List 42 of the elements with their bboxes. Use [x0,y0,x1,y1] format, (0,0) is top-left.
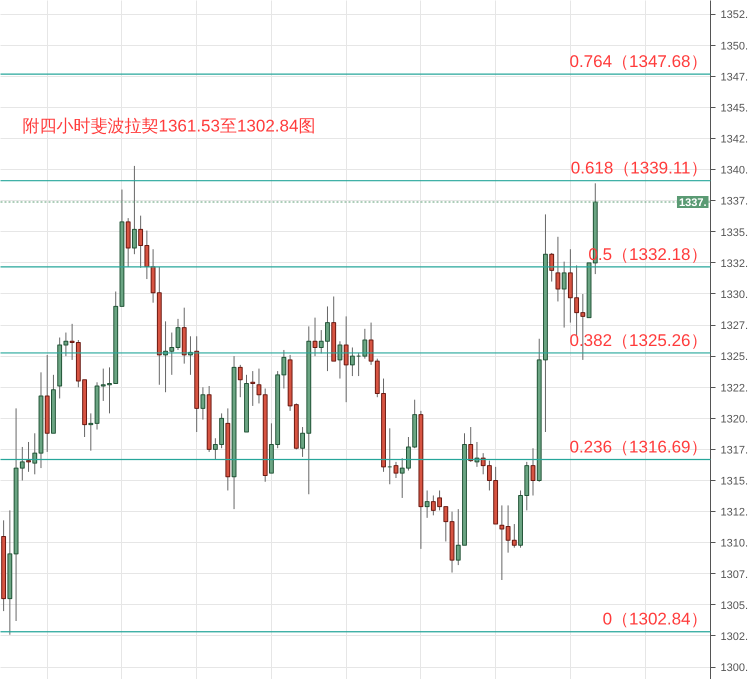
candlestick [312,317,318,357]
annotation: 附四小时斐波拉契1361.53至1302.84图 [22,116,316,136]
y-tick-label: 1345. [720,102,748,114]
y-tick-label: 1335. [720,226,748,239]
candlestick [238,364,243,398]
y-tick-label: 1342. [720,134,748,146]
candlestick [132,165,137,255]
y-tick-label: 1350. [720,40,748,52]
y-tick-label: 1340. [720,164,748,177]
y-tick-label: 1352. [720,9,748,22]
candlestick [338,340,342,380]
candlestick [394,461,398,479]
candlestick [250,370,256,406]
ref-line-label: 0.618（1339.11） [570,158,708,178]
y-tick-label: 1347. [720,71,748,84]
ref-line-label: 1337. [678,196,707,209]
y-tick-label: 1312. [720,506,748,519]
candlestick [26,441,31,472]
candlestick [555,236,560,302]
candlestick [344,316,349,403]
y-tick-label: 1325. [720,351,748,364]
y-tick-label: 1320. [720,413,748,426]
y-tick-label: 1332. [720,258,748,270]
ref-line-label: 0（1302.84） [602,610,708,629]
candlestick [530,448,536,496]
candlestick [424,490,430,518]
y-tick-label: 1307. [720,568,748,581]
y-tick-label: 1302. [720,630,748,643]
y-tick-label: 1315. [720,476,748,488]
y-tick-label: 1317. [720,444,748,456]
y-tick-label: 1337. [720,196,748,208]
candlestick [562,261,567,328]
ref-line-label: 0.764（1347.68） [570,52,708,72]
candlestick [362,328,368,360]
y-tick-label: 1330. [720,288,748,301]
y-tick-label: 1310. [720,538,748,550]
y-tick-label: 1322. [720,382,748,394]
ref-line-label: 0.236（1316.69） [570,438,708,457]
candlestick [200,386,206,420]
y-tick-label: 1327. [720,320,748,332]
y-tick-label: 1305. [720,600,748,612]
y-tick-label: 1300. [720,662,748,674]
